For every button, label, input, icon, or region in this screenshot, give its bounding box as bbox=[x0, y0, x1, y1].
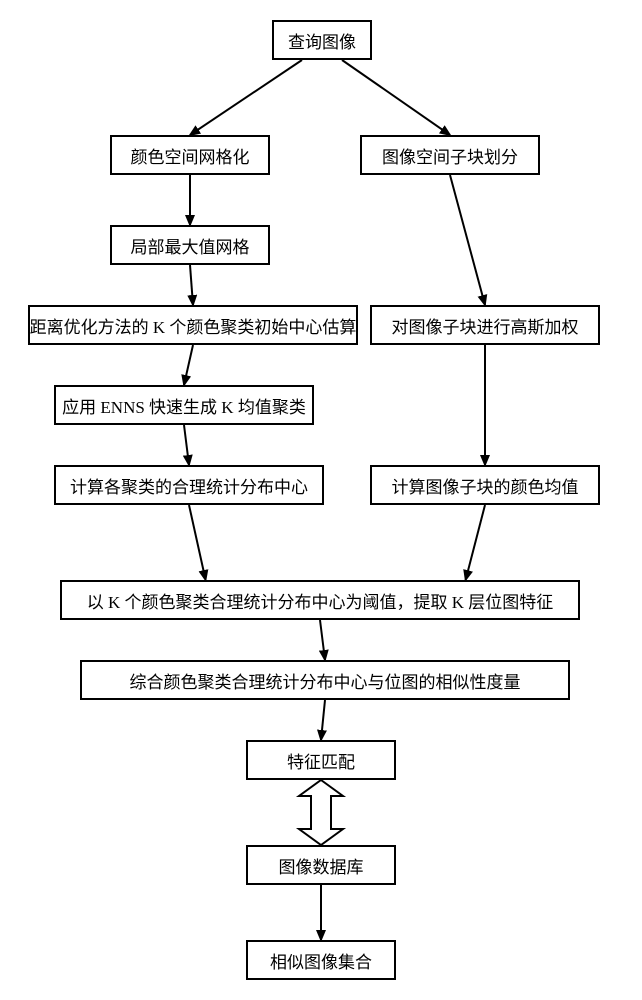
flow-node-label: 对图像子块进行高斯加权 bbox=[392, 313, 579, 338]
flow-node-n1: 颜色空间网格化 bbox=[110, 135, 270, 175]
flow-node-label: 特征匹配 bbox=[287, 748, 355, 773]
flow-node-label: 图像数据库 bbox=[279, 853, 364, 878]
flow-node-n5: 对图像子块进行高斯加权 bbox=[370, 305, 600, 345]
flow-node-label: 相似图像集合 bbox=[270, 948, 372, 973]
flow-node-label: 应用 ENNS 快速生成 K 均值聚类 bbox=[62, 393, 306, 418]
flow-node-n6: 应用 ENNS 快速生成 K 均值聚类 bbox=[54, 385, 314, 425]
flow-node-label: 综合颜色聚类合理统计分布中心与位图的相似性度量 bbox=[130, 668, 521, 693]
flow-node-label: 颜色空间网格化 bbox=[131, 143, 250, 168]
flowchart-stage: 查询图像颜色空间网格化 图像空间子块划分局部最大值网格距离优化方法的 K 个颜色聚… bbox=[0, 0, 642, 1000]
flow-node-label: 查询图像 bbox=[288, 28, 356, 53]
flow-node-label: 计算各聚类的合理统计分布中心 bbox=[70, 473, 308, 498]
flow-node-label: 以 K 个颜色聚类合理统计分布中心为阈值，提取 K 层位图特征 bbox=[87, 588, 554, 613]
flow-node-n4: 距离优化方法的 K 个颜色聚类初始中心估算 bbox=[28, 305, 358, 345]
flow-node-n0: 查询图像 bbox=[272, 20, 372, 60]
flow-node-n2: 图像空间子块划分 bbox=[360, 135, 540, 175]
flow-node-label: 计算图像子块的颜色均值 bbox=[392, 473, 579, 498]
flow-node-n13: 相似图像集合 bbox=[246, 940, 396, 980]
flow-node-label: 局部最大值网格 bbox=[131, 233, 250, 258]
flow-node-label: 距离优化方法的 K 个颜色聚类初始中心估算 bbox=[30, 313, 357, 338]
flow-node-n9: 以 K 个颜色聚类合理统计分布中心为阈值，提取 K 层位图特征 bbox=[60, 580, 580, 620]
flow-node-n12: 图像数据库 bbox=[246, 845, 396, 885]
flow-node-n3: 局部最大值网格 bbox=[110, 225, 270, 265]
flow-node-n8: 计算图像子块的颜色均值 bbox=[370, 465, 600, 505]
flow-node-label: 图像空间子块划分 bbox=[382, 143, 518, 168]
flow-node-n11: 特征匹配 bbox=[246, 740, 396, 780]
flow-node-n10: 综合颜色聚类合理统计分布中心与位图的相似性度量 bbox=[80, 660, 570, 700]
flow-node-n7: 计算各聚类的合理统计分布中心 bbox=[54, 465, 324, 505]
